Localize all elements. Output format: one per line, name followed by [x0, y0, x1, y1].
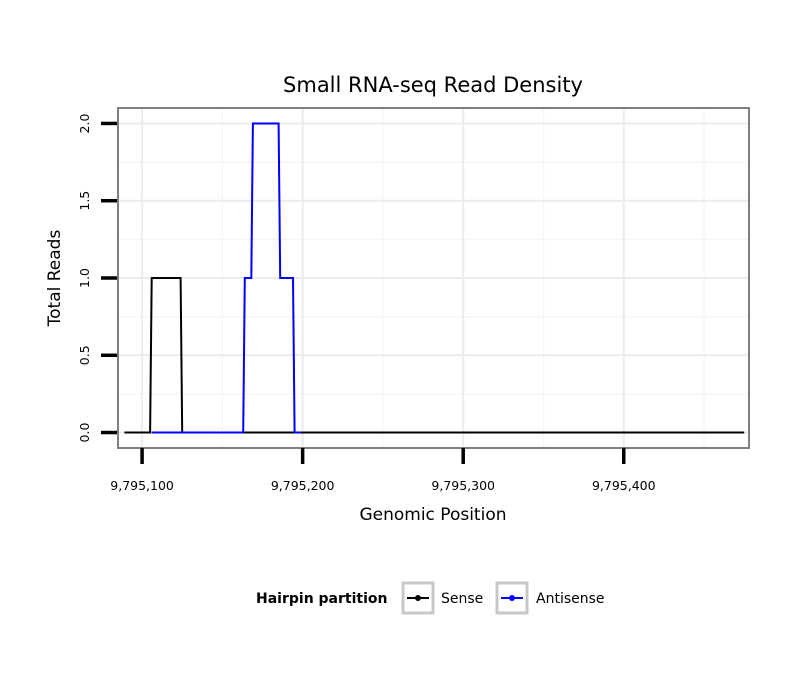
x-tick-label: 9,795,100	[110, 478, 174, 493]
x-tick-label: 9,795,300	[431, 478, 495, 493]
x-tick-label: 9,795,400	[592, 478, 656, 493]
series-line-sense	[124, 277, 745, 434]
legend-key-sense-dot	[415, 595, 421, 601]
legend-title: Hairpin partition	[256, 591, 387, 607]
legend-key-antisense-dot	[509, 595, 515, 601]
legend: Hairpin partition Sense Antisense	[256, 581, 605, 615]
y-axis: 0.0 0.5 1.0 1.5 2.0	[77, 114, 117, 443]
legend-item-sense: Sense	[401, 581, 483, 615]
series-layer	[124, 122, 745, 434]
y-tick-label: 1.0	[77, 268, 92, 288]
legend-item-antisense: Antisense	[495, 581, 605, 615]
x-tick-label: 9,795,200	[271, 478, 335, 493]
y-tick-label: 2.0	[77, 114, 92, 134]
series-line-antisense	[151, 122, 301, 434]
y-tick-label: 0.0	[77, 423, 92, 443]
plot-grid	[118, 108, 749, 448]
legend-label-sense: Sense	[441, 591, 483, 607]
y-tick-label: 1.5	[77, 191, 92, 211]
y-axis-title: Total Reads	[45, 230, 65, 328]
legend-label-antisense: Antisense	[536, 591, 605, 607]
x-axis: 9,795,100 9,795,200 9,795,300 9,795,400	[110, 448, 656, 493]
chart-title: Small RNA-seq Read Density	[283, 73, 583, 97]
plot-panel-border	[117, 107, 750, 449]
y-tick-label: 0.5	[77, 345, 92, 365]
x-axis-title: Genomic Position	[359, 505, 506, 525]
